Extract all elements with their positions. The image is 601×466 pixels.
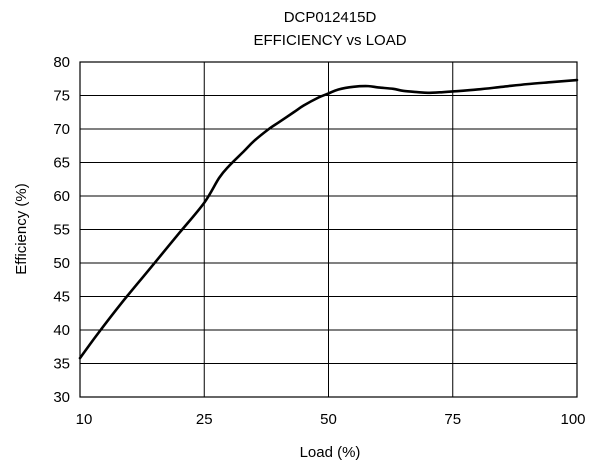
y-tick-label: 65 (53, 155, 70, 172)
y-axis-label: Efficiency (%) (13, 183, 30, 274)
efficiency-curve (78, 78, 579, 360)
y-tick-label: 40 (53, 322, 70, 339)
chart-title: DCP012415D (284, 9, 377, 26)
y-tick-label: 70 (53, 121, 70, 138)
y-tick-label: 35 (53, 356, 70, 373)
y-tick-label: 75 (53, 88, 70, 105)
series-layer (78, 78, 579, 360)
y-tick-label: 45 (53, 289, 70, 306)
x-axis-label: Load (%) (300, 444, 361, 461)
x-tick-label: 25 (196, 411, 213, 428)
x-tick-label: 50 (320, 411, 337, 428)
chart-subtitle: EFFICIENCY vs LOAD (253, 32, 406, 49)
y-tick-label: 55 (53, 222, 70, 239)
y-tick-label: 30 (53, 389, 70, 406)
x-tick-label: 75 (444, 411, 461, 428)
plot-area-frame (79, 61, 578, 398)
y-tick-label: 50 (53, 255, 70, 272)
x-tick-labels: 10 25 50 75 100 (76, 411, 586, 428)
x-tick-label: 100 (560, 411, 585, 428)
y-tick-label: 80 (53, 54, 70, 71)
grid-layer (79, 61, 578, 398)
x-tick-label: 10 (76, 411, 93, 428)
y-tick-labels: 30 35 40 45 50 55 60 65 70 75 80 (53, 54, 70, 406)
y-tick-label: 60 (53, 188, 70, 205)
